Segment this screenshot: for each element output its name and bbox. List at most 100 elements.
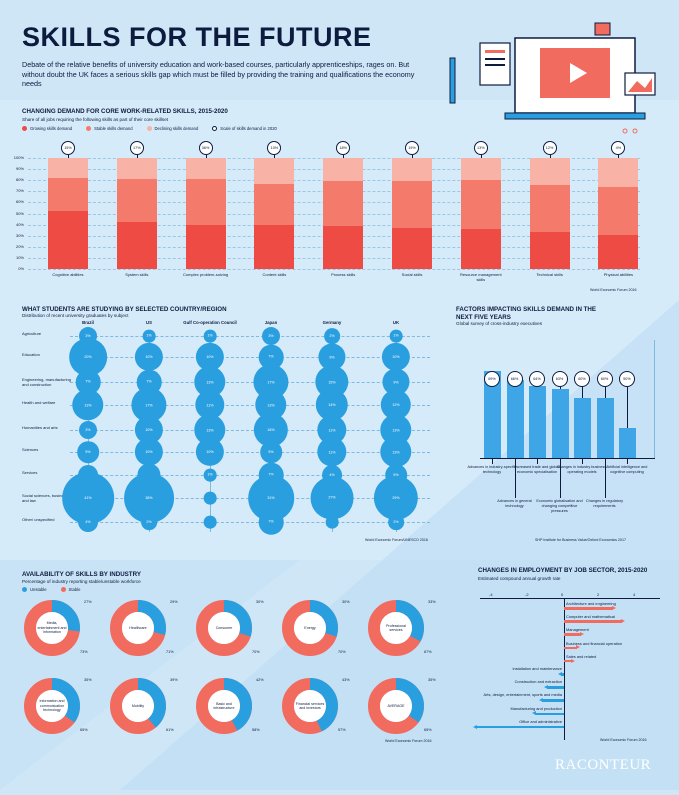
bubble: 3% — [79, 421, 97, 439]
employment-arrowhead — [472, 724, 477, 729]
y-tick-label: 60% — [15, 199, 24, 205]
factor-badge: 66% — [506, 371, 523, 387]
employment-arrowhead — [531, 711, 536, 716]
bar-segment-stable — [116, 179, 157, 223]
bubble: 10% — [134, 437, 164, 467]
bar-stack — [460, 158, 501, 269]
donut-unstable-arc — [282, 678, 338, 734]
employment-bar — [547, 686, 564, 689]
bar-category-label: Complex problem-solving — [183, 272, 229, 277]
bubble: 11% — [317, 437, 347, 467]
core-skills-subtitle: Share of all jobs requiring the followin… — [22, 117, 169, 122]
donut-svg — [196, 678, 252, 734]
bar-category-label: Technical skills — [536, 272, 563, 277]
donut-svg — [196, 600, 252, 656]
donut-unstable-arc — [368, 678, 424, 734]
donut: Financial services and investors — [280, 676, 340, 736]
employment-bar — [564, 620, 622, 623]
badge-connector — [480, 155, 482, 158]
employment-arrowhead — [571, 658, 576, 663]
factors-baseline — [480, 458, 655, 459]
bar-segment-growing — [529, 232, 570, 269]
bar-segment-growing — [598, 234, 639, 269]
sector-label: Manufacturing and production — [510, 705, 562, 711]
raconteur-logo: RACONTEUR — [555, 757, 652, 773]
donut-svg — [24, 600, 80, 656]
donut-industry-label: Information and communication technology — [36, 690, 68, 722]
legend-unstable: Unstable — [22, 587, 47, 592]
donut: Basic and infrastructure — [194, 676, 254, 736]
bar-stack — [392, 158, 432, 269]
factor-badge: 63% — [551, 371, 568, 387]
badge-connector — [274, 155, 276, 158]
employment-bar — [561, 673, 564, 676]
factor-bar — [551, 389, 569, 458]
donut-svg — [110, 600, 166, 656]
factor-connector — [604, 387, 606, 398]
bubble: 1% — [142, 329, 156, 343]
donut-industry-label: Professional services — [380, 612, 412, 644]
bubble — [325, 515, 339, 529]
country-label: Germany — [322, 320, 342, 325]
employment-arrowhead — [620, 619, 625, 623]
legend-unstable-swatch — [22, 587, 27, 592]
factor-caption-line — [559, 458, 561, 498]
badge-connector — [68, 155, 69, 158]
subject-line — [70, 475, 430, 476]
employment-bar — [475, 725, 564, 729]
legend-declining-swatch — [146, 126, 152, 131]
factors-source: SHP Institute for Business Value/Oxford … — [535, 538, 626, 542]
factor-badge: 60% — [596, 371, 613, 387]
bubble: 14% — [315, 388, 349, 422]
legend-declining-label: Declining skills demand — [154, 126, 199, 131]
bar-segment-declining — [254, 158, 295, 184]
sector-label: Arts, design, entertainment, sports and … — [483, 692, 562, 698]
factor-bar — [619, 428, 636, 458]
legend-declining: Declining skills demand — [146, 126, 199, 131]
employment-subtitle: Estimated compound annual growth rate — [478, 576, 561, 581]
donut: Information and communication technology — [22, 676, 82, 736]
subject-label: Health and welfare — [22, 400, 56, 405]
sector-label: Installation and maintenance — [512, 666, 562, 671]
bar-segment-stable — [323, 181, 364, 226]
country-label: Gulf Co-operation Council — [183, 320, 237, 325]
scale-badge: 15% — [61, 141, 75, 155]
y-tick-label: 40% — [15, 221, 24, 227]
factor-caption: Changes in industry business/ operating … — [556, 465, 608, 474]
availability-source: World Economic Forum 2016 — [385, 739, 432, 743]
donut-unstable-arc — [24, 600, 80, 656]
bubble: 1% — [203, 329, 217, 343]
donut: AVERAGE — [366, 676, 426, 736]
employment-arrowhead — [575, 645, 580, 650]
factor-caption-line — [582, 458, 583, 464]
donut-svg — [110, 678, 166, 734]
bar-category-label: Cognitive abilities — [52, 272, 84, 277]
donut: Professional services — [366, 598, 426, 658]
bar-segment-declining — [323, 158, 364, 182]
employment-arrowhead — [558, 671, 563, 676]
y-tick-label: 70% — [15, 188, 24, 194]
students-subtitle: Distribution of recent university gradua… — [22, 313, 129, 318]
bubble — [203, 515, 217, 529]
donut-unstable-pct: 43% — [342, 678, 350, 682]
factor-caption-line — [604, 458, 606, 498]
factor-connector — [582, 387, 583, 398]
sector-label: Construction and extraction — [514, 679, 562, 685]
donut: Media, entertainment and information — [22, 598, 82, 658]
donut-stable-pct: 61% — [166, 728, 174, 732]
bar-segment-declining — [48, 158, 88, 178]
donut-stable-pct: 67% — [424, 650, 432, 654]
factors-frame — [480, 340, 655, 458]
availability-legend: Unstable Stable — [22, 587, 80, 592]
badge-connector — [343, 155, 345, 158]
bar-stack — [529, 158, 570, 269]
factor-connector — [559, 387, 561, 389]
donut-industry-label: Mobility — [122, 690, 154, 722]
donut-stable-pct: 70% — [338, 650, 346, 654]
bar-segment-stable — [185, 179, 226, 225]
donut-unstable-pct: 29% — [170, 600, 178, 604]
bar-segment-stable — [48, 177, 88, 212]
country-label: Japan — [264, 320, 278, 325]
scale-badge: 12% — [542, 141, 557, 155]
donut-unstable-arc — [196, 678, 252, 734]
